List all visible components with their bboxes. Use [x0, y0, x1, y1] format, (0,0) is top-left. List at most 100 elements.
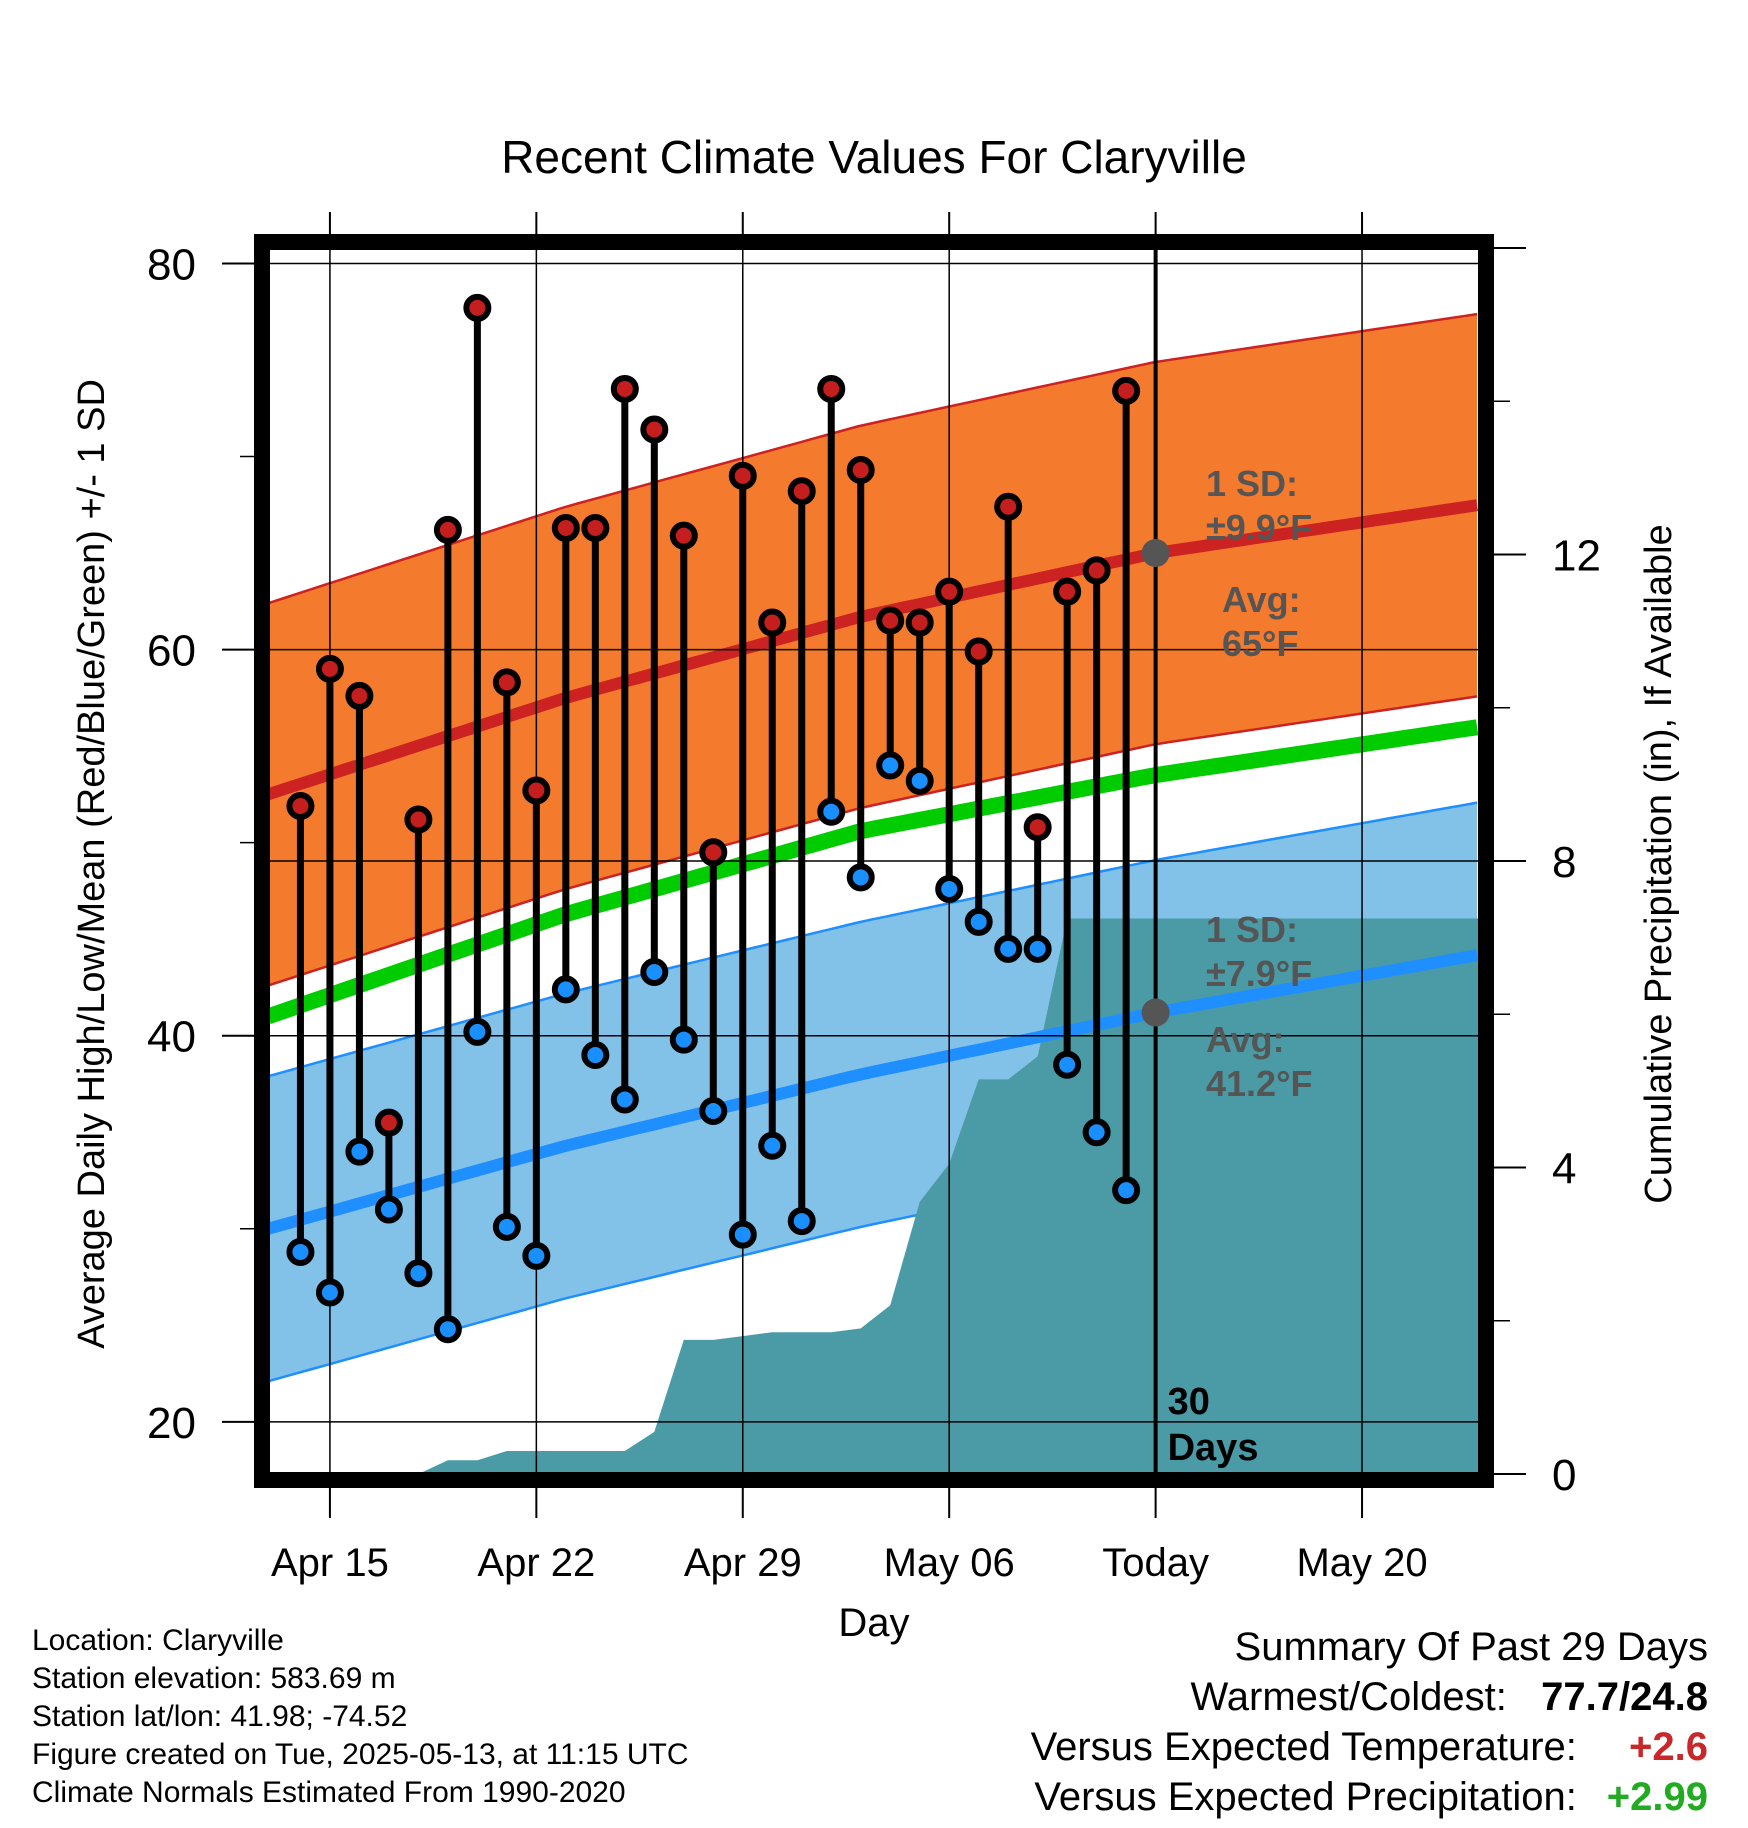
y-axis-label: Average Daily High/Low/Mean (Red/Blue/Gr… — [71, 379, 113, 1349]
high-point — [522, 776, 551, 805]
high-point — [315, 654, 344, 683]
low-normal-marker — [1141, 998, 1170, 1027]
x-tick-label: Apr 15 — [271, 1541, 389, 1585]
today-days-label: Days — [1168, 1427, 1259, 1469]
precip-area — [268, 918, 1480, 1474]
low-point — [640, 958, 669, 987]
low-band-upper-edge — [267, 801, 1478, 1078]
high-point — [905, 608, 934, 637]
low-point — [905, 766, 934, 795]
low-sd-annotation: 1 SD: — [1206, 909, 1298, 950]
high-sd-annotation: ±9.9°F — [1206, 507, 1312, 548]
high-point — [1112, 376, 1141, 405]
high-avg-annotation: 65°F — [1222, 623, 1298, 664]
plot-frame — [254, 234, 1494, 1488]
high-point — [699, 838, 728, 867]
low-point — [699, 1097, 728, 1126]
high-normal-line — [266, 499, 1478, 801]
warm-cold-label: Warmest/Coldest: — [1190, 1675, 1507, 1719]
x-tick-label: May 06 — [884, 1541, 1015, 1585]
summary-title: Summary Of Past 29 Days — [1234, 1625, 1708, 1669]
y2-tick-label: 0 — [1552, 1451, 1576, 1500]
high-point — [728, 461, 757, 490]
mean-normal-line — [265, 719, 1479, 1024]
low-avg-annotation: 41.2°F — [1206, 1063, 1312, 1104]
high-sd-annotation: 1 SD: — [1206, 463, 1298, 504]
y-tick-label: 20 — [147, 1399, 196, 1448]
high-point — [492, 668, 521, 697]
high-point — [817, 374, 846, 403]
high-point — [610, 374, 639, 403]
latlon-text: Station lat/lon: 41.98; -74.52 — [32, 1700, 408, 1733]
y-tick-label: 80 — [147, 240, 196, 289]
low-point — [876, 751, 905, 780]
summary-panel: Summary Of Past 29 Days Warmest/Coldest:… — [1031, 1622, 1708, 1822]
high-avg-annotation: Avg: — [1222, 579, 1301, 620]
temp-value: +2.6 — [1629, 1725, 1708, 1769]
low-point — [964, 907, 993, 936]
high-point — [935, 577, 964, 606]
high-point — [286, 791, 315, 820]
x-tick-label: May 20 — [1296, 1541, 1427, 1585]
low-point — [758, 1131, 787, 1160]
high-normal-marker — [1141, 539, 1170, 568]
y-tick-label: 40 — [147, 1013, 196, 1062]
high-point — [463, 293, 492, 322]
summary-temp: Versus Expected Temperature: +2.6 — [1031, 1722, 1708, 1772]
summary-precip: Versus Expected Precipitation: +2.99 — [1031, 1772, 1708, 1822]
x-axis-label: Day — [838, 1601, 909, 1645]
y2-axis-label: Cumulative Precipitation (in), If Availa… — [1638, 524, 1680, 1203]
low-point — [994, 934, 1023, 963]
low-point — [846, 863, 875, 892]
high-point — [846, 456, 875, 485]
low-point — [728, 1220, 757, 1249]
high-point — [964, 637, 993, 666]
high-point — [758, 608, 787, 637]
low-point — [787, 1207, 816, 1236]
low-point — [345, 1137, 374, 1166]
low-point — [315, 1278, 344, 1307]
normals-text: Climate Normals Estimated From 1990-2020 — [32, 1776, 626, 1809]
x-tick-label: Apr 22 — [477, 1541, 595, 1585]
high-band-upper-edge — [267, 312, 1478, 605]
high-point — [669, 521, 698, 550]
low-normal-line — [266, 949, 1479, 1235]
y2-tick-label: 8 — [1552, 838, 1576, 887]
high-point — [1053, 577, 1082, 606]
low-point — [463, 1017, 492, 1046]
high-point — [404, 805, 433, 834]
y-tick-label: 60 — [147, 627, 196, 676]
summary-warm-cold: Warmest/Coldest: 77.7/24.8 — [1031, 1672, 1709, 1722]
precip-label: Versus Expected Precipitation: — [1034, 1775, 1577, 1819]
today-days-label: 30 — [1168, 1381, 1210, 1423]
y2-tick-label: 12 — [1552, 532, 1601, 581]
chart-title: Recent Climate Values For Claryville — [501, 131, 1247, 183]
high-point — [1023, 813, 1052, 842]
x-tick-label: Today — [1102, 1541, 1209, 1585]
low-point — [374, 1195, 403, 1224]
low-point — [404, 1259, 433, 1288]
high-point — [640, 415, 669, 444]
low-point — [433, 1315, 462, 1344]
high-point — [551, 513, 580, 542]
low-point — [286, 1237, 315, 1266]
x-tick-label: Apr 29 — [684, 1541, 802, 1585]
high-point — [787, 477, 816, 506]
high-point — [581, 513, 610, 542]
low-point — [817, 797, 846, 826]
low-point — [551, 975, 580, 1004]
high-point — [433, 515, 462, 544]
low-avg-annotation: Avg: — [1206, 1019, 1285, 1060]
low-point — [1023, 934, 1052, 963]
precip-value: +2.99 — [1606, 1775, 1708, 1819]
high-point — [994, 492, 1023, 521]
low-point — [1082, 1118, 1111, 1147]
low-point — [581, 1041, 610, 1070]
high-point — [876, 606, 905, 635]
low-sd-annotation: ±7.9°F — [1206, 953, 1312, 994]
high-point — [345, 681, 374, 710]
low-point — [1053, 1050, 1082, 1079]
location-text: Location: Claryville — [32, 1624, 284, 1657]
low-point — [935, 874, 964, 903]
low-point — [610, 1085, 639, 1114]
